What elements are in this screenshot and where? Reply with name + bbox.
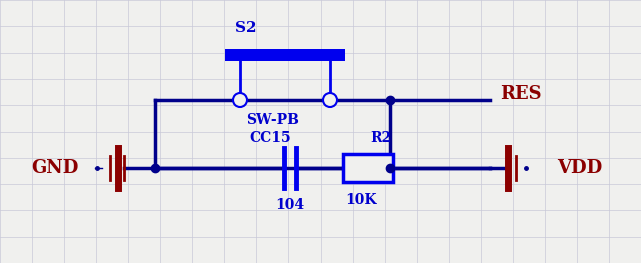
Text: SW-PB: SW-PB bbox=[246, 113, 299, 127]
Text: R2: R2 bbox=[370, 131, 391, 145]
Circle shape bbox=[323, 93, 337, 107]
Bar bbox=[343, 154, 393, 182]
Text: CC15: CC15 bbox=[249, 131, 290, 145]
Text: 10K: 10K bbox=[345, 193, 377, 207]
Text: GND: GND bbox=[31, 159, 79, 177]
Text: RES: RES bbox=[500, 85, 542, 103]
Text: S2: S2 bbox=[235, 21, 256, 35]
Text: VDD: VDD bbox=[558, 159, 603, 177]
Bar bbox=[225, 49, 345, 61]
Circle shape bbox=[233, 93, 247, 107]
Text: 104: 104 bbox=[276, 198, 304, 212]
